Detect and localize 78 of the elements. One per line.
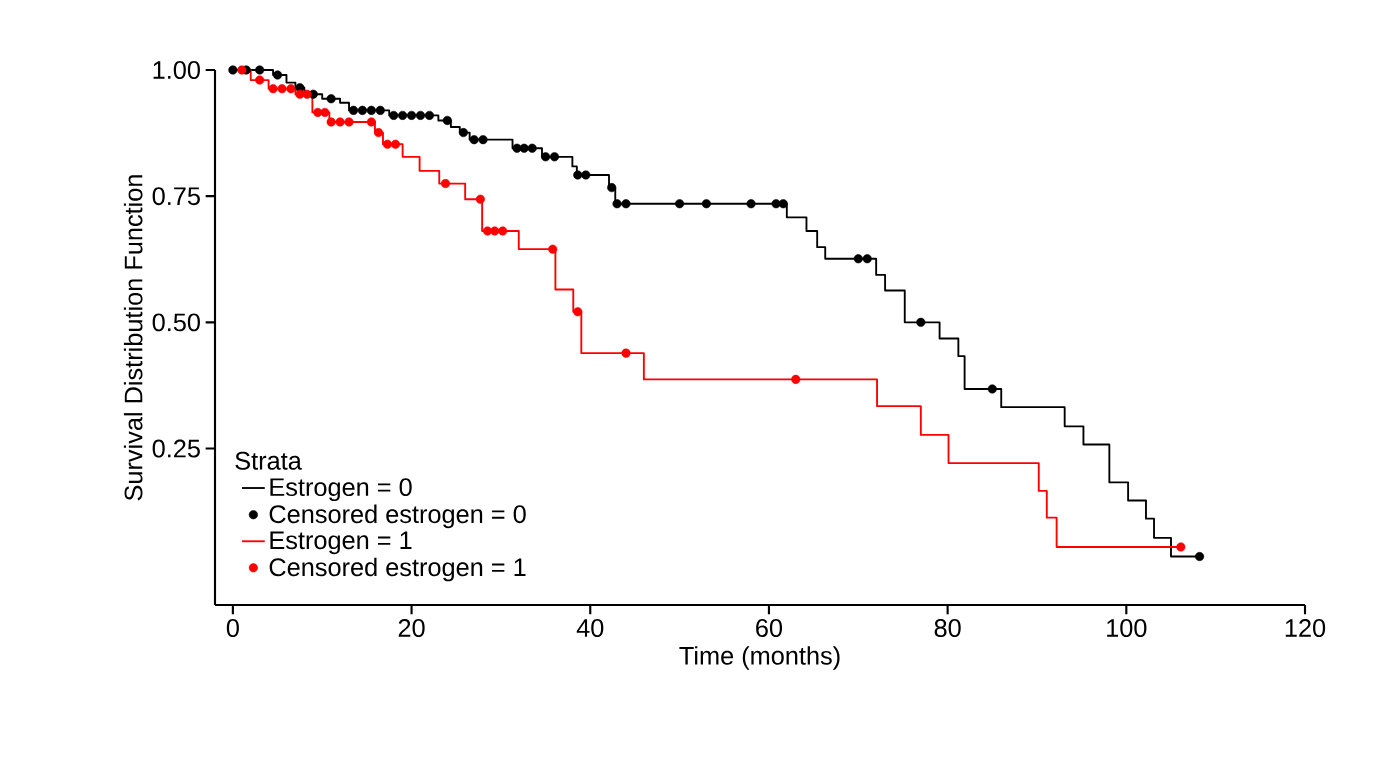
point [1176,542,1186,552]
point [344,117,354,127]
point [326,117,336,127]
point [398,110,408,120]
y-tick-label: 1.00 [153,61,200,79]
point [469,135,479,145]
x-tick-label: 40 [576,619,604,637]
point [573,307,583,317]
point [273,70,283,80]
point [527,143,537,153]
point [255,75,265,85]
point [366,117,376,127]
y-axis-title: Survival Distribution Function [123,175,143,501]
point [573,170,583,180]
point [375,105,385,115]
x-tick-label: 100 [1107,619,1147,637]
point [424,110,434,120]
point [237,65,247,75]
point [348,105,359,115]
point [490,226,500,236]
point [621,348,631,358]
point [519,143,529,153]
point [255,65,265,75]
point [612,199,622,209]
x-tick-label: 0 [226,619,239,637]
point [277,84,287,94]
point [326,94,336,104]
point [621,199,631,209]
point [415,110,426,120]
point [746,199,756,209]
point [512,143,522,153]
point [498,226,508,236]
point [853,254,863,264]
legend-label: Censored estrogen = 0 [269,504,526,529]
point [458,128,468,138]
x-tick-label: 20 [398,619,425,637]
legend-label: Censored estrogen = 1 [269,557,526,582]
point [541,152,551,162]
point [286,84,296,94]
point [987,384,997,394]
point [228,65,238,75]
point [1195,552,1205,562]
point [862,254,872,264]
point [373,128,384,138]
point [302,89,312,99]
point [791,374,801,384]
y-tick-label: 0.75 [152,187,200,206]
point [771,199,781,209]
point [320,107,330,117]
point [701,199,711,209]
point [357,105,367,115]
point [549,152,560,162]
point [916,317,926,327]
x-tick-label: 80 [934,619,961,637]
point [335,117,345,127]
point [366,105,376,115]
legend-label: Estrogen = 1 [270,531,412,555]
y-tick-label: 0.50 [152,313,200,332]
point [389,110,399,120]
x-tick-label: 120 [1285,619,1326,637]
point [478,135,488,145]
x-axis-title: Time (months) [679,646,840,670]
point [475,194,485,204]
y-tick-label: 0.25 [152,439,200,458]
point [268,84,278,94]
point [581,170,591,180]
point [440,179,451,189]
point [382,139,392,149]
legend-label: Estrogen = 0 [270,478,412,502]
legend-title: Strata [235,451,302,470]
point [778,199,788,209]
point [675,199,685,209]
point [407,110,417,120]
x-tick-label: 60 [756,619,783,637]
point [390,139,401,149]
point [442,115,452,126]
point [607,183,617,193]
point [548,244,558,254]
